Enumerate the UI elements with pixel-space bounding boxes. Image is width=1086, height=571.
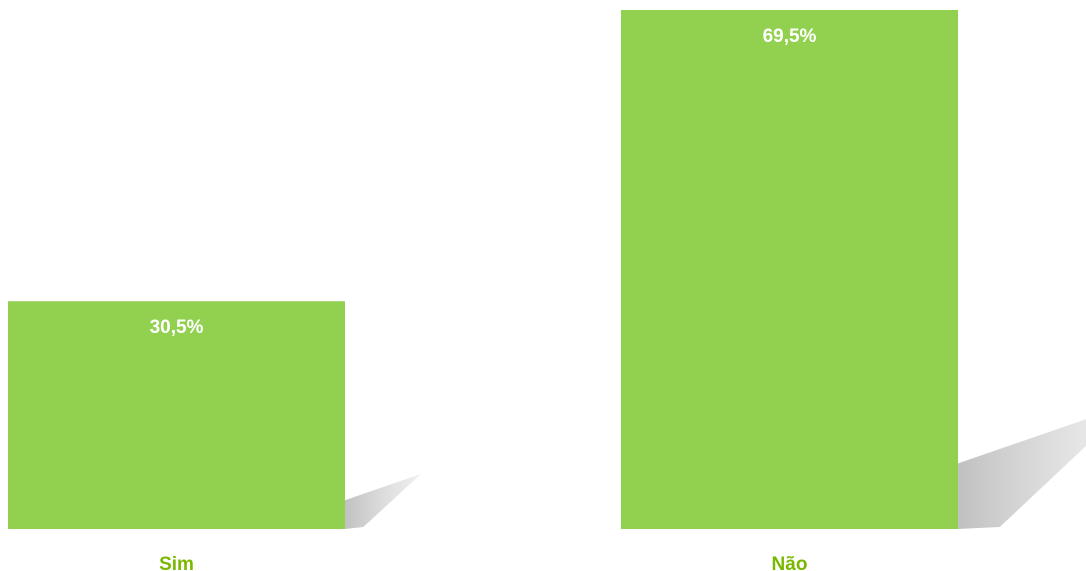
- bar-shadow-sim: [345, 473, 421, 529]
- bar-sim: [8, 301, 345, 529]
- category-label-sim: Sim: [159, 554, 194, 571]
- bar-nao: [621, 10, 958, 529]
- bar-shadow-nao: [958, 419, 1086, 529]
- bar-shadows: [345, 419, 1086, 529]
- bars: [8, 10, 958, 529]
- category-label-nao: Não: [772, 554, 808, 571]
- data-label-sim: 30,5%: [150, 317, 204, 338]
- labels: 30,5% Sim 69,5% Não: [150, 26, 817, 571]
- data-label-nao: 69,5%: [763, 26, 817, 47]
